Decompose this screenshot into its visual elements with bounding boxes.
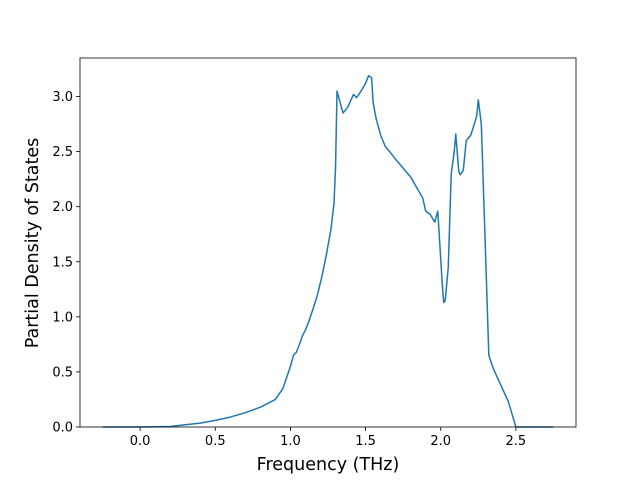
y-tick-label: 2.0 [52, 200, 73, 215]
x-tick-label: 0.5 [205, 434, 226, 449]
y-tick-label: 1.0 [52, 310, 73, 325]
x-axis-label: Frequency (THz) [257, 455, 400, 475]
y-axis-label: Partial Density of States [23, 138, 43, 349]
axes-frame [79, 57, 577, 428]
x-tick-label: 2.0 [430, 434, 451, 449]
x-tick-label: 2.5 [506, 434, 527, 449]
y-tick-label: 0.5 [52, 365, 73, 380]
y-tick-label: 2.5 [52, 145, 73, 160]
y-tick-label: 3.0 [52, 90, 73, 105]
x-tick-label: 1.0 [280, 434, 301, 449]
y-tick-label: 1.5 [52, 255, 73, 270]
x-tick-label: 1.5 [355, 434, 376, 449]
data-line [102, 74, 554, 428]
x-tick-label: 0.0 [130, 434, 151, 449]
y-tick-label: 0.0 [52, 421, 73, 436]
